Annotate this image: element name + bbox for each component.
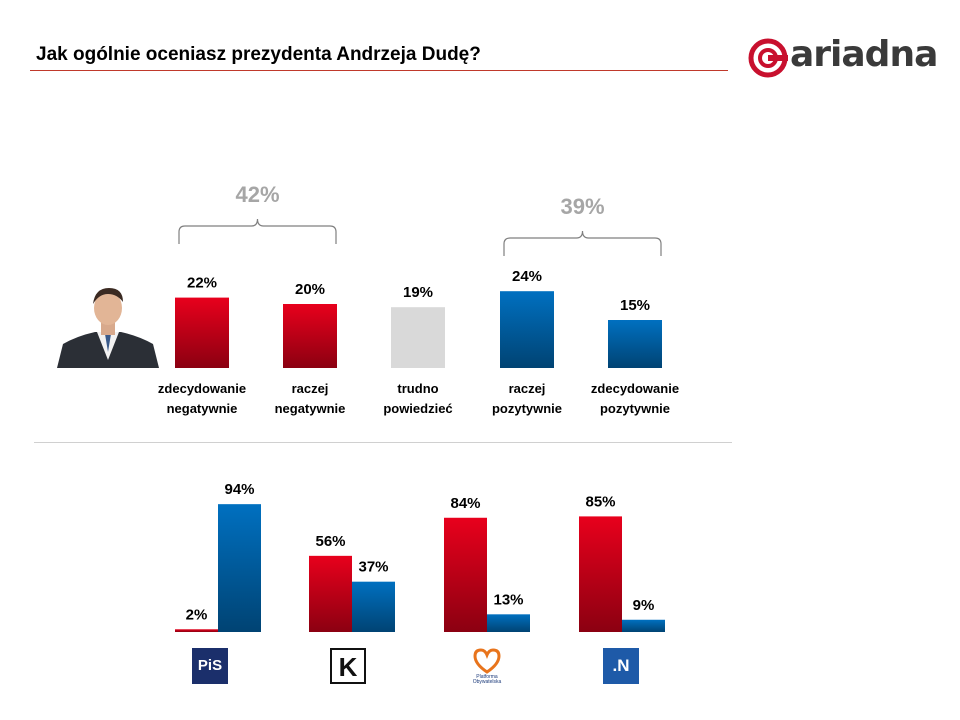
kukiz-logo-icon: K [330,648,366,684]
bar-series-0-2 [444,517,487,632]
ariadna-logo-icon [748,38,788,78]
bar-2 [391,307,445,368]
group-bracket [178,218,337,244]
president-photo [57,282,159,368]
bar-series-0-3 [579,516,622,632]
category-label: raczej pozytywnie [492,381,562,416]
bar-value-label: 13% [493,591,523,608]
bar-value-label: 24% [512,268,542,285]
po-heart-icon [473,648,501,674]
bar-value-label: 84% [450,495,480,512]
section-divider [34,442,732,443]
category-label: trudno powiedzieć [383,381,452,416]
bar-value-label: 22% [187,275,217,292]
bar-value-label: 85% [585,493,615,510]
bar-series-0-0 [175,629,218,632]
bar-series-1-1 [352,581,395,632]
bar-1 [283,304,337,368]
bar-3 [500,291,554,368]
bar-value-label: 94% [224,481,254,498]
title-underline [30,70,728,71]
bar-value-label: 19% [403,284,433,301]
bar-value-label: 37% [358,559,388,576]
nowoczesna-logo-icon: .N [603,648,639,684]
bar-value-label: 20% [295,281,325,298]
bar-series-1-0 [218,504,261,632]
pis-logo-text: PiS [197,657,223,674]
po-logo-text: Platforma Obywatelska [472,674,502,685]
bar-value-label: 9% [633,597,655,614]
category-label: zdecydowanie negatywnie [158,381,246,416]
category-label: raczej negatywnie [275,381,346,416]
bar-value-label: 2% [186,606,208,623]
bar-value-label: 15% [620,297,650,314]
kukiz-logo-text: K [338,652,358,682]
bar-series-0-1 [309,555,352,632]
bar-4 [608,320,662,368]
po-logo-icon: Platforma Obywatelska [467,646,507,686]
overall-rating-chart: 42% 39% 22% 20% 19% 24% 15% zdecydowanie negat… [158,182,679,416]
bar-0 [175,297,229,368]
ariadna-logo: ariadna [748,34,948,80]
group-total-label: 39% [560,194,604,219]
nowoczesna-logo-text: .N [612,656,630,675]
bar-value-label: 56% [315,533,345,550]
pis-logo-icon: PiS [192,648,228,684]
group-total-label: 42% [235,182,279,207]
category-label: zdecydowanie pozytywnie [591,381,679,416]
bar-series-1-3 [622,619,665,632]
party-rating-chart: 2% 56% 84% 85% 94% 37% 13% 9% [175,481,665,632]
brand-name: ariadna [790,34,938,75]
group-bracket [503,230,662,256]
bar-series-1-2 [487,614,530,632]
page-title: Jak ogólnie oceniasz prezydenta Andrzeja… [36,44,481,65]
